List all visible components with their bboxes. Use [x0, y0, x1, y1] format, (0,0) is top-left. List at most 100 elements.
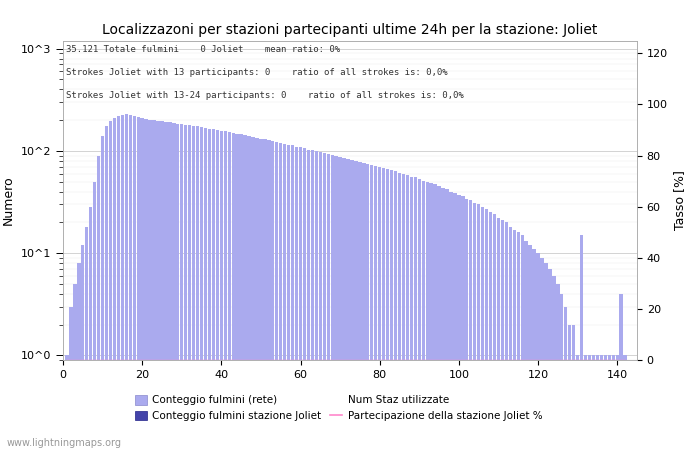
Bar	[414, 177, 417, 450]
Bar	[497, 218, 500, 450]
Bar	[180, 124, 183, 450]
Bar	[481, 207, 484, 450]
Bar	[263, 139, 267, 450]
Bar	[556, 284, 559, 450]
Bar	[315, 151, 318, 450]
Bar	[323, 153, 326, 450]
Text: www.lightningmaps.org: www.lightningmaps.org	[7, 437, 122, 447]
Bar	[445, 189, 449, 450]
Bar	[362, 163, 365, 450]
Bar	[521, 235, 524, 450]
Bar	[576, 356, 580, 450]
Bar	[505, 222, 508, 450]
Bar	[65, 356, 69, 450]
Bar	[244, 135, 247, 450]
Bar	[132, 116, 136, 450]
Bar	[208, 129, 211, 450]
Bar	[85, 227, 88, 450]
Bar	[406, 175, 409, 450]
Bar	[299, 148, 302, 450]
Bar	[402, 174, 405, 450]
Bar	[592, 356, 595, 450]
Bar	[235, 134, 239, 450]
Bar	[354, 161, 358, 450]
Bar	[441, 188, 444, 450]
Bar	[160, 121, 164, 450]
Title: Localizzazoni per stazioni partecipanti ultime 24h per la stazione: Joliet: Localizzazoni per stazioni partecipanti …	[102, 22, 598, 36]
Bar	[188, 125, 191, 450]
Bar	[560, 294, 564, 450]
Bar	[279, 143, 282, 450]
Bar	[374, 166, 377, 450]
Bar	[612, 356, 615, 450]
Bar	[386, 169, 389, 450]
Bar	[461, 196, 465, 450]
Bar	[211, 130, 215, 450]
Bar	[517, 232, 520, 450]
Bar	[342, 158, 346, 450]
Bar	[251, 137, 255, 450]
Bar	[469, 200, 472, 450]
Bar	[256, 138, 259, 450]
Bar	[449, 192, 453, 450]
Bar	[509, 227, 512, 450]
Bar	[125, 114, 128, 450]
Bar	[129, 115, 132, 450]
Bar	[223, 131, 227, 450]
Bar	[89, 207, 92, 450]
Bar	[307, 149, 310, 450]
Bar	[295, 147, 298, 450]
Bar	[338, 157, 342, 450]
Bar	[358, 162, 362, 450]
Bar	[275, 142, 279, 450]
Bar	[382, 168, 385, 450]
Bar	[433, 184, 437, 450]
Bar	[394, 171, 397, 450]
Bar	[465, 199, 468, 450]
Bar	[74, 284, 76, 450]
Bar	[493, 214, 496, 450]
Bar	[603, 356, 607, 450]
Text: 35.121 Totale fulmini    0 Joliet    mean ratio: 0%: 35.121 Totale fulmini 0 Joliet mean rati…	[66, 45, 340, 54]
Bar	[101, 136, 104, 450]
Bar	[453, 193, 456, 450]
Bar	[303, 148, 306, 450]
Bar	[216, 130, 219, 450]
Bar	[430, 184, 433, 450]
Bar	[489, 212, 492, 450]
Bar	[418, 179, 421, 450]
Bar	[176, 123, 179, 450]
Bar	[540, 258, 544, 450]
Bar	[156, 121, 160, 450]
Bar	[311, 150, 314, 450]
Bar	[533, 249, 536, 450]
Bar	[584, 356, 587, 450]
Bar	[141, 118, 144, 450]
Bar	[568, 324, 571, 450]
Bar	[168, 122, 172, 450]
Bar	[184, 125, 188, 450]
Bar	[346, 158, 350, 450]
Bar	[287, 144, 290, 450]
Bar	[77, 263, 80, 450]
Bar	[390, 170, 393, 450]
Text: Strokes Joliet with 13 participants: 0    ratio of all strokes is: 0,0%: Strokes Joliet with 13 participants: 0 r…	[66, 68, 447, 77]
Bar	[536, 253, 540, 450]
Bar	[552, 276, 556, 450]
Bar	[512, 230, 516, 450]
Bar	[421, 181, 425, 450]
Bar	[335, 156, 338, 450]
Bar	[615, 356, 619, 450]
Bar	[97, 156, 100, 450]
Bar	[283, 144, 286, 450]
Bar	[528, 245, 532, 450]
Bar	[136, 117, 140, 450]
Bar	[398, 173, 401, 450]
Bar	[500, 220, 504, 450]
Bar	[192, 126, 195, 450]
Bar	[164, 122, 167, 450]
Bar	[271, 141, 274, 450]
Bar	[291, 145, 294, 450]
Bar	[572, 324, 575, 450]
Bar	[153, 120, 155, 450]
